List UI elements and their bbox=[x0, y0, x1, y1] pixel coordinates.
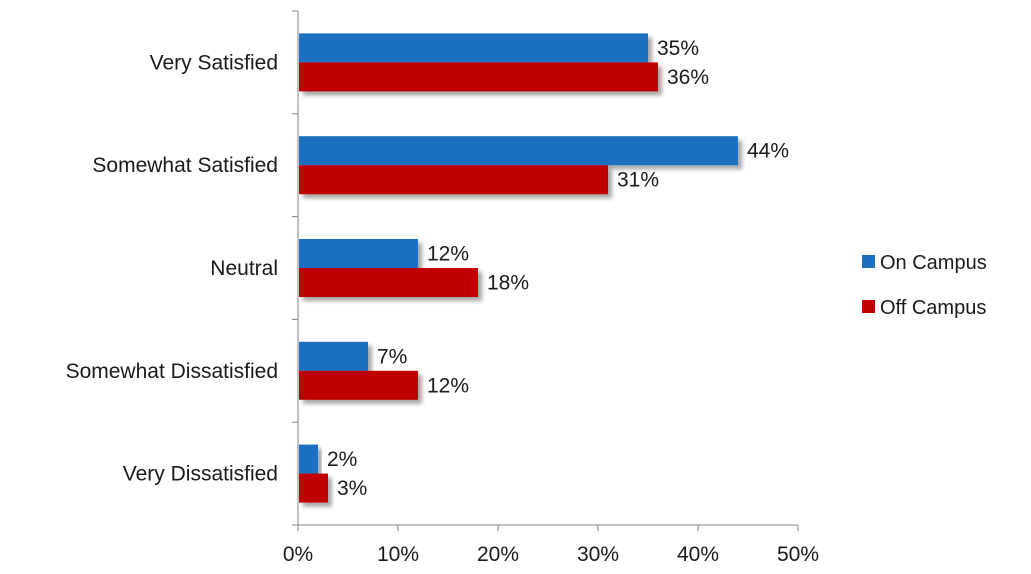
data-label: 31% bbox=[617, 169, 659, 192]
x-tick-label: 40% bbox=[677, 543, 719, 566]
category-label: Somewhat Dissatisfied bbox=[66, 360, 278, 383]
data-label: 18% bbox=[487, 272, 529, 295]
bar-on-campus bbox=[299, 444, 318, 474]
data-label: 3% bbox=[337, 477, 367, 500]
bar-off-campus bbox=[299, 268, 478, 297]
data-label: 2% bbox=[327, 448, 357, 471]
category-label: Somewhat Satisfied bbox=[92, 154, 278, 177]
x-tick-label: 20% bbox=[477, 543, 519, 566]
bars bbox=[299, 33, 738, 503]
data-label: 12% bbox=[427, 374, 469, 397]
data-label: 44% bbox=[747, 140, 789, 163]
legend-label: Off Campus bbox=[880, 297, 986, 319]
data-label: 35% bbox=[657, 37, 699, 60]
bar-on-campus bbox=[299, 136, 738, 166]
data-label: 7% bbox=[377, 345, 407, 368]
bar-on-campus bbox=[299, 239, 418, 268]
bar-on-campus bbox=[299, 341, 368, 371]
data-label: 36% bbox=[667, 66, 709, 89]
axes: 0% 10% 20% 30% 40% 50% Very Satisfied Somewhat … bbox=[66, 10, 819, 566]
category-label: Very Satisfied bbox=[150, 51, 278, 74]
x-tick-label: 30% bbox=[577, 543, 619, 566]
bar-off-campus bbox=[299, 165, 608, 195]
legend-swatch bbox=[862, 300, 875, 313]
legend: On Campus Off Campus bbox=[862, 252, 987, 319]
x-tick-label: 0% bbox=[283, 543, 313, 566]
bar-on-campus bbox=[299, 33, 648, 63]
category-label: Very Dissatisfied bbox=[123, 463, 278, 486]
category-label: Neutral bbox=[210, 257, 278, 280]
bar-off-campus bbox=[299, 473, 328, 503]
bar-off-campus bbox=[299, 370, 418, 400]
x-tick-label: 50% bbox=[777, 543, 819, 566]
labels: 35% 36% 44% 31% 12% 18% 7% 12% 2% 3% bbox=[327, 37, 789, 500]
legend-swatch bbox=[862, 255, 875, 268]
bar-off-campus bbox=[299, 62, 658, 92]
x-tick-label: 10% bbox=[377, 543, 419, 566]
data-label: 12% bbox=[427, 243, 469, 266]
legend-label: On Campus bbox=[880, 252, 987, 274]
